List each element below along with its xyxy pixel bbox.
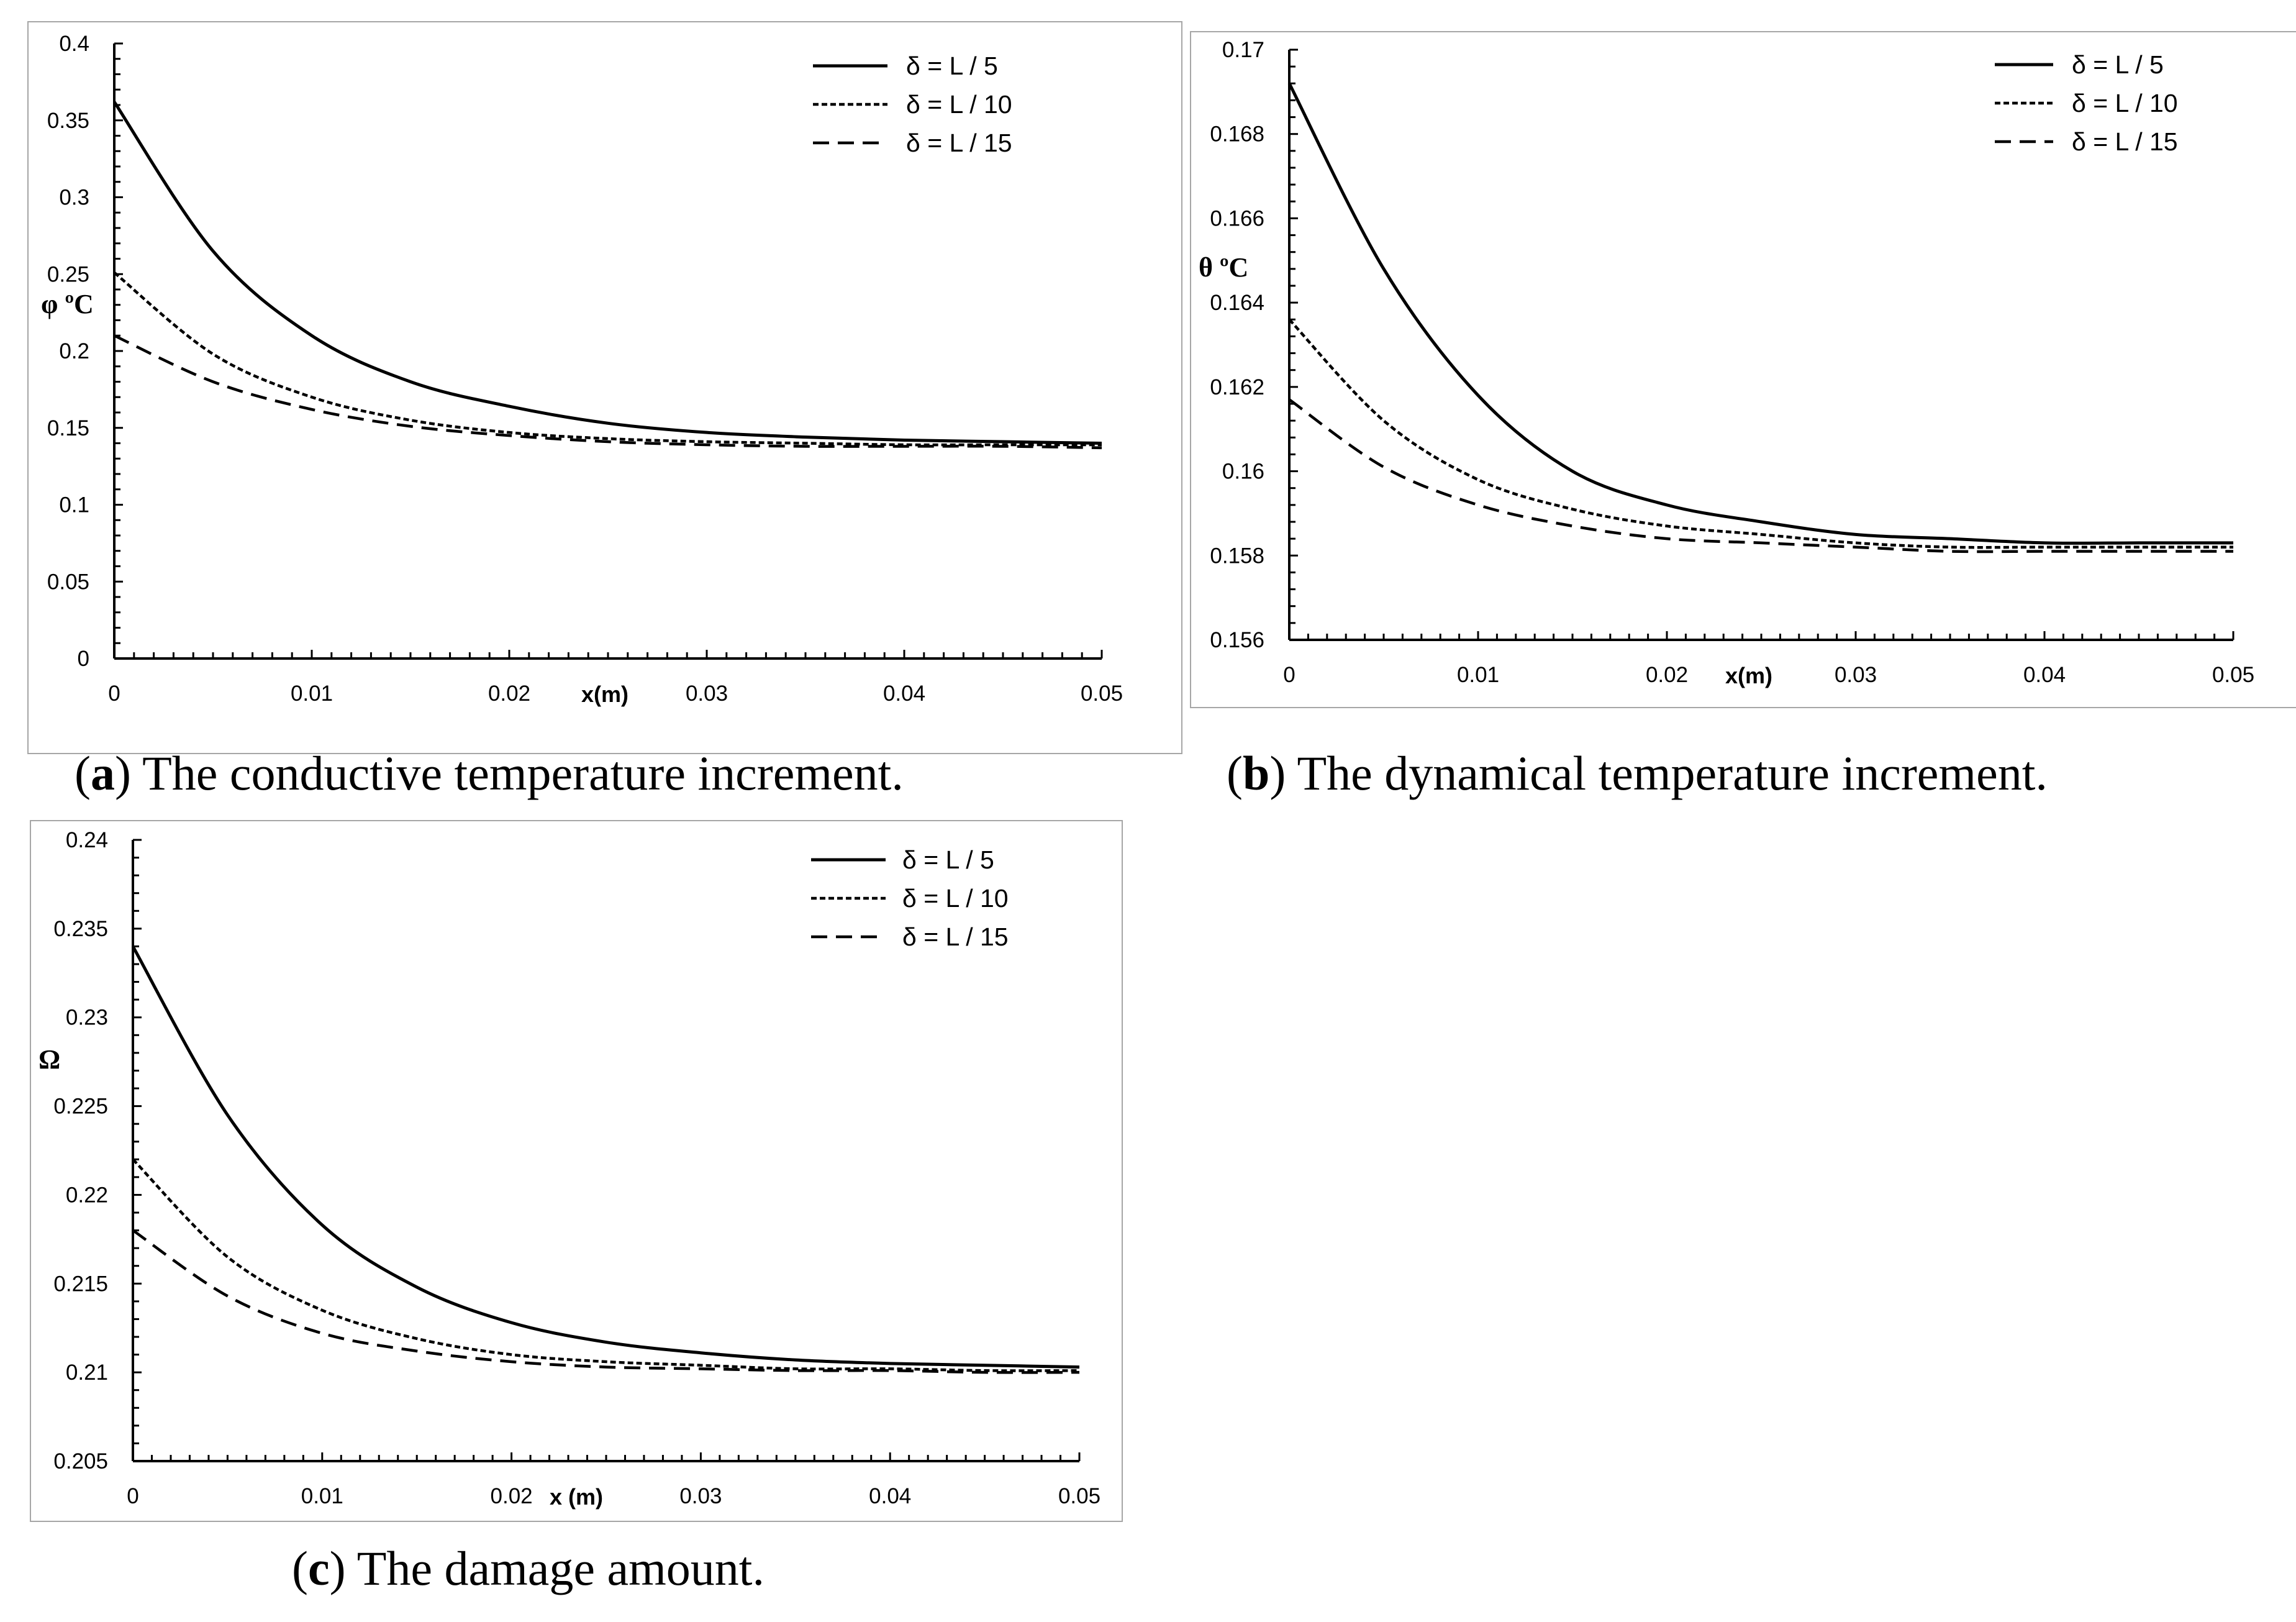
y-tick-label: 0.235 [53, 917, 108, 941]
legend-label-2: δ = L / 10 [906, 90, 1012, 119]
y-tick-label: 0.23 [66, 1006, 108, 1030]
caption-c: (c) The damage amount. [292, 1541, 765, 1595]
series-line-3 [132, 1229, 1080, 1374]
caption-b: (b) The dynamical temperature increment. [1227, 746, 2048, 800]
y-tick-label: 0.215 [53, 1272, 108, 1296]
x-tick-label: 0.04 [869, 1484, 911, 1508]
y-tick-label: 0.17 [1222, 38, 1264, 62]
x-tick-label: 0.02 [488, 681, 530, 706]
x-tick-label: 0.05 [2212, 663, 2254, 687]
y-tick-label: 0.35 [47, 109, 89, 133]
y-tick-label: 0 [78, 647, 89, 671]
caption-a: (a) The conductive temperature increment… [75, 746, 904, 800]
x-tick-label: 0 [127, 1484, 138, 1508]
y-tick-label: 0.225 [53, 1095, 108, 1119]
chart-frame [30, 820, 1123, 1522]
y-tick-label: 0.25 [47, 262, 89, 286]
legend-label-1: δ = L / 5 [902, 845, 994, 874]
chart-b: 0.156 0.158 0.16 0.162 0.164 0.166 0.168 0.17 0 0… [1190, 31, 2296, 708]
chart-frame [1190, 31, 2296, 708]
x-tick-label: 0.01 [1457, 663, 1499, 687]
y-tick-label: 0.05 [47, 570, 89, 594]
chart-frame [27, 21, 1182, 754]
x-tick-label: 0.05 [1058, 1484, 1100, 1508]
chart-c: 0.205 0.21 0.215 0.22 0.225 0.23 0.235 0.24 0 0.0… [30, 820, 1123, 1522]
caption-c-text: The damage amount. [356, 1541, 765, 1595]
x-axis-label: x(m) [1725, 663, 1772, 688]
y-tick-label: 0.166 [1210, 206, 1264, 230]
y-tick-label: 0.4 [59, 32, 89, 56]
x-tick-label: 0.01 [291, 681, 333, 706]
series-line-3 [1288, 398, 2233, 554]
chart-a: 0 0.05 0.1 0.15 0.2 0.25 0.3 0.35 0.4 0 0.01 0.02 0.… [27, 21, 1182, 754]
y-tick-label: 0.15 [47, 416, 89, 440]
legend-label-3: δ = L / 15 [2072, 127, 2178, 156]
caption-b-letter: b [1242, 746, 1270, 800]
x-tick-label: 0.03 [1835, 663, 1877, 687]
y-tick-label: 0.21 [66, 1360, 108, 1385]
series-line-2 [132, 1158, 1080, 1372]
y-tick-label: 0.2 [59, 339, 89, 363]
legend-label-3: δ = L / 15 [906, 129, 1012, 157]
y-tick-label: 0.24 [66, 828, 108, 852]
y-axis-label: φ ºC [41, 289, 94, 319]
y-axis-label: θ ºC [1199, 252, 1248, 283]
y-tick-label: 0.162 [1210, 375, 1264, 399]
x-tick-label: 0.03 [686, 681, 728, 706]
x-tick-label: 0.02 [491, 1484, 533, 1508]
y-tick-label: 0.16 [1222, 460, 1264, 484]
x-tick-label: 0.01 [301, 1484, 343, 1508]
y-tick-label: 0.1 [59, 493, 89, 517]
caption-a-letter: a [90, 746, 115, 800]
x-axis-label: x (m) [550, 1484, 603, 1510]
legend-label-1: δ = L / 5 [906, 52, 998, 80]
x-tick-label: 0.02 [1646, 663, 1688, 687]
x-tick-label: 0.04 [883, 681, 925, 706]
series-line-3 [114, 334, 1102, 450]
y-tick-label: 0.22 [66, 1183, 108, 1207]
series-line-1 [1287, 83, 2234, 545]
legend-label-2: δ = L / 10 [902, 884, 1009, 913]
series-line-2 [1288, 318, 2233, 549]
y-tick-label: 0.205 [53, 1449, 108, 1474]
y-tick-label: 0.164 [1210, 291, 1264, 315]
x-tick-label: 0.05 [1081, 681, 1123, 706]
x-tick-label: 0 [1283, 663, 1295, 687]
x-axis-label: x(m) [581, 681, 628, 707]
y-tick-label: 0.158 [1210, 544, 1264, 568]
y-tick-label: 0.3 [59, 186, 89, 210]
legend-label-2: δ = L / 10 [2072, 89, 2178, 117]
y-axis-label: Ω [39, 1044, 60, 1075]
caption-c-letter: c [307, 1541, 330, 1595]
series-line-1 [112, 101, 1102, 445]
caption-a-text: The conductive temperature increment. [142, 746, 904, 800]
series-line-2 [113, 271, 1102, 447]
x-tick-label: 0.04 [2023, 663, 2066, 687]
y-tick-label: 0.156 [1210, 628, 1264, 652]
legend-label-3: δ = L / 15 [902, 923, 1009, 951]
caption-b-text: The dynamical temperature increment. [1297, 746, 2048, 800]
legend-label-1: δ = L / 5 [2072, 50, 2164, 79]
series-line-1 [131, 945, 1080, 1369]
y-tick-label: 0.168 [1210, 122, 1264, 147]
x-tick-label: 0 [108, 681, 120, 706]
x-tick-label: 0.03 [679, 1484, 722, 1508]
